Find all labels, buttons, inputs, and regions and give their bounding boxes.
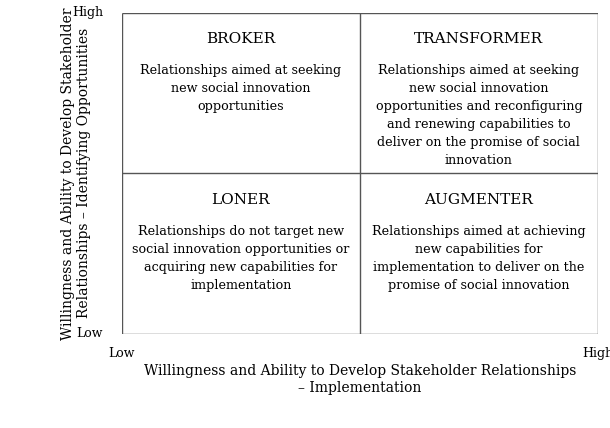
Text: Relationships aimed at seeking
new social innovation
opportunities: Relationships aimed at seeking new socia… xyxy=(140,64,342,113)
Text: AUGMENTER: AUGMENTER xyxy=(425,193,533,207)
Text: Low: Low xyxy=(109,347,135,360)
X-axis label: Willingness and Ability to Develop Stakeholder Relationships
– Implementation: Willingness and Ability to Develop Stake… xyxy=(144,364,576,395)
Text: Low: Low xyxy=(76,327,103,340)
Text: High: High xyxy=(582,347,610,360)
Text: LONER: LONER xyxy=(212,193,270,207)
Text: BROKER: BROKER xyxy=(206,32,276,46)
Text: Relationships aimed at achieving
new capabilities for
implementation to deliver : Relationships aimed at achieving new cap… xyxy=(372,225,586,292)
Text: Relationships aimed at seeking
new social innovation
opportunities and reconfigu: Relationships aimed at seeking new socia… xyxy=(376,64,582,167)
Text: TRANSFORMER: TRANSFORMER xyxy=(414,32,544,46)
Text: Relationships do not target new
social innovation opportunities or
acquiring new: Relationships do not target new social i… xyxy=(132,225,350,292)
Y-axis label: Willingness and Ability to Develop Stakeholder
Relationships – Identifying Oppor: Willingness and Ability to Develop Stake… xyxy=(61,7,92,339)
Text: High: High xyxy=(72,6,103,19)
